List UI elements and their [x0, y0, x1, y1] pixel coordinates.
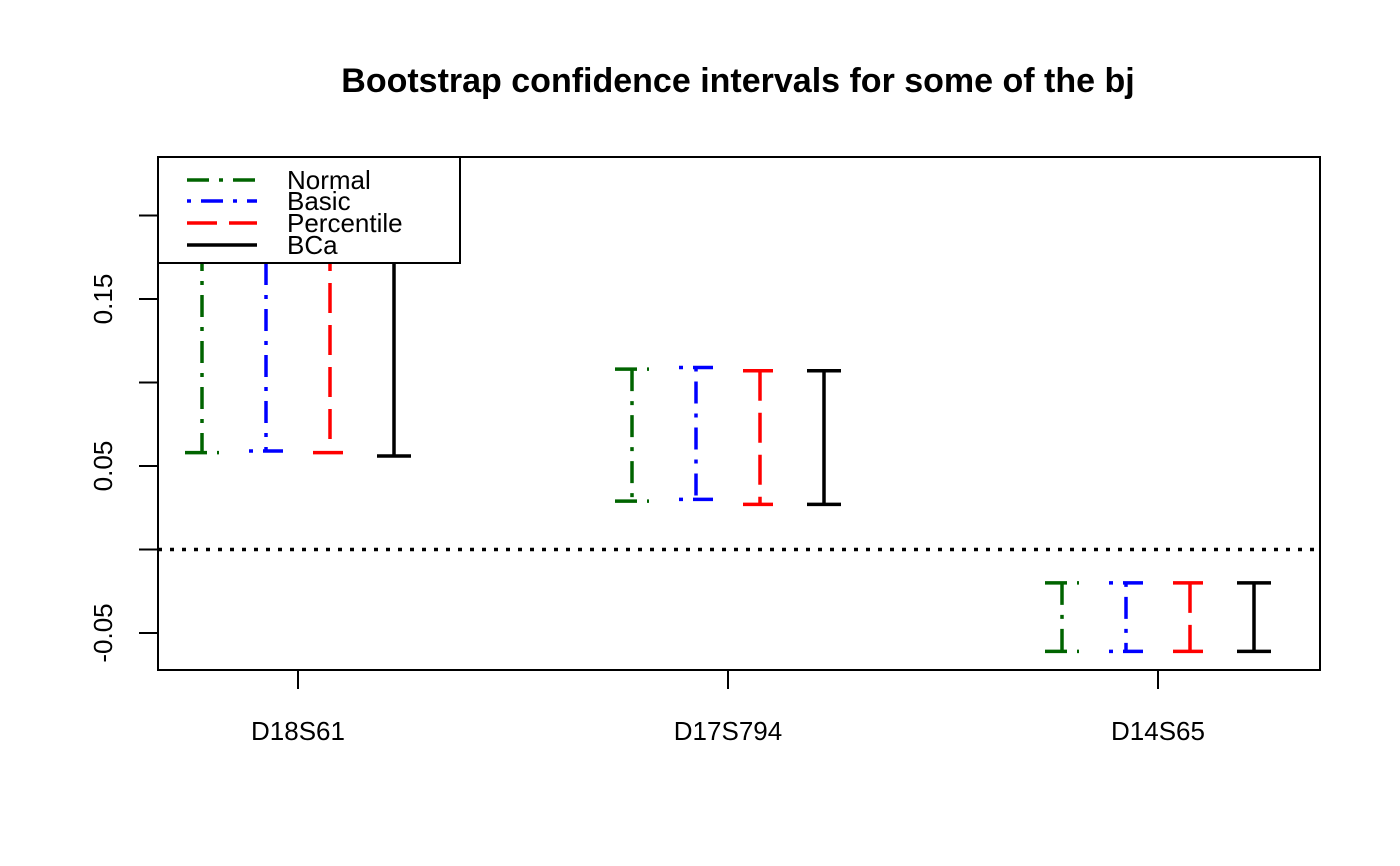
errorbar-bca-d14s65 [1237, 581, 1271, 654]
errorbar-normal-d17s794 [615, 367, 649, 503]
y-tick-label: -0.05 [88, 603, 118, 662]
x-tick-label: D17S794 [674, 716, 782, 746]
y-tick-label: 0.05 [88, 441, 118, 492]
errorbar-basic-d17s794 [679, 365, 713, 502]
plot-frame [157, 156, 1321, 671]
legend-label-basic: Basic [287, 186, 351, 216]
legend-label-normal: Normal [287, 165, 371, 195]
legend-label-percentile: Percentile [287, 208, 403, 238]
chart-axes: -0.05 0.05 0.15 D18S61 D17S794 D14S65 [88, 156, 1321, 746]
chart-title: Bootstrap confidence intervals for some … [341, 62, 1134, 100]
y-tick-label: 0.15 [88, 274, 118, 325]
x-tick-label: D14S65 [1111, 716, 1205, 746]
legend-label-bca: BCa [287, 230, 338, 260]
errorbar-basic-d14s65 [1109, 581, 1143, 654]
errorbar-percentile-d14s65 [1173, 581, 1207, 654]
errorbar-bca-d17s794 [807, 369, 841, 507]
errorbar-percentile-d17s794 [743, 369, 777, 507]
x-tick-label: D18S61 [251, 716, 345, 746]
errorbar-normal-d14s65 [1045, 581, 1079, 654]
